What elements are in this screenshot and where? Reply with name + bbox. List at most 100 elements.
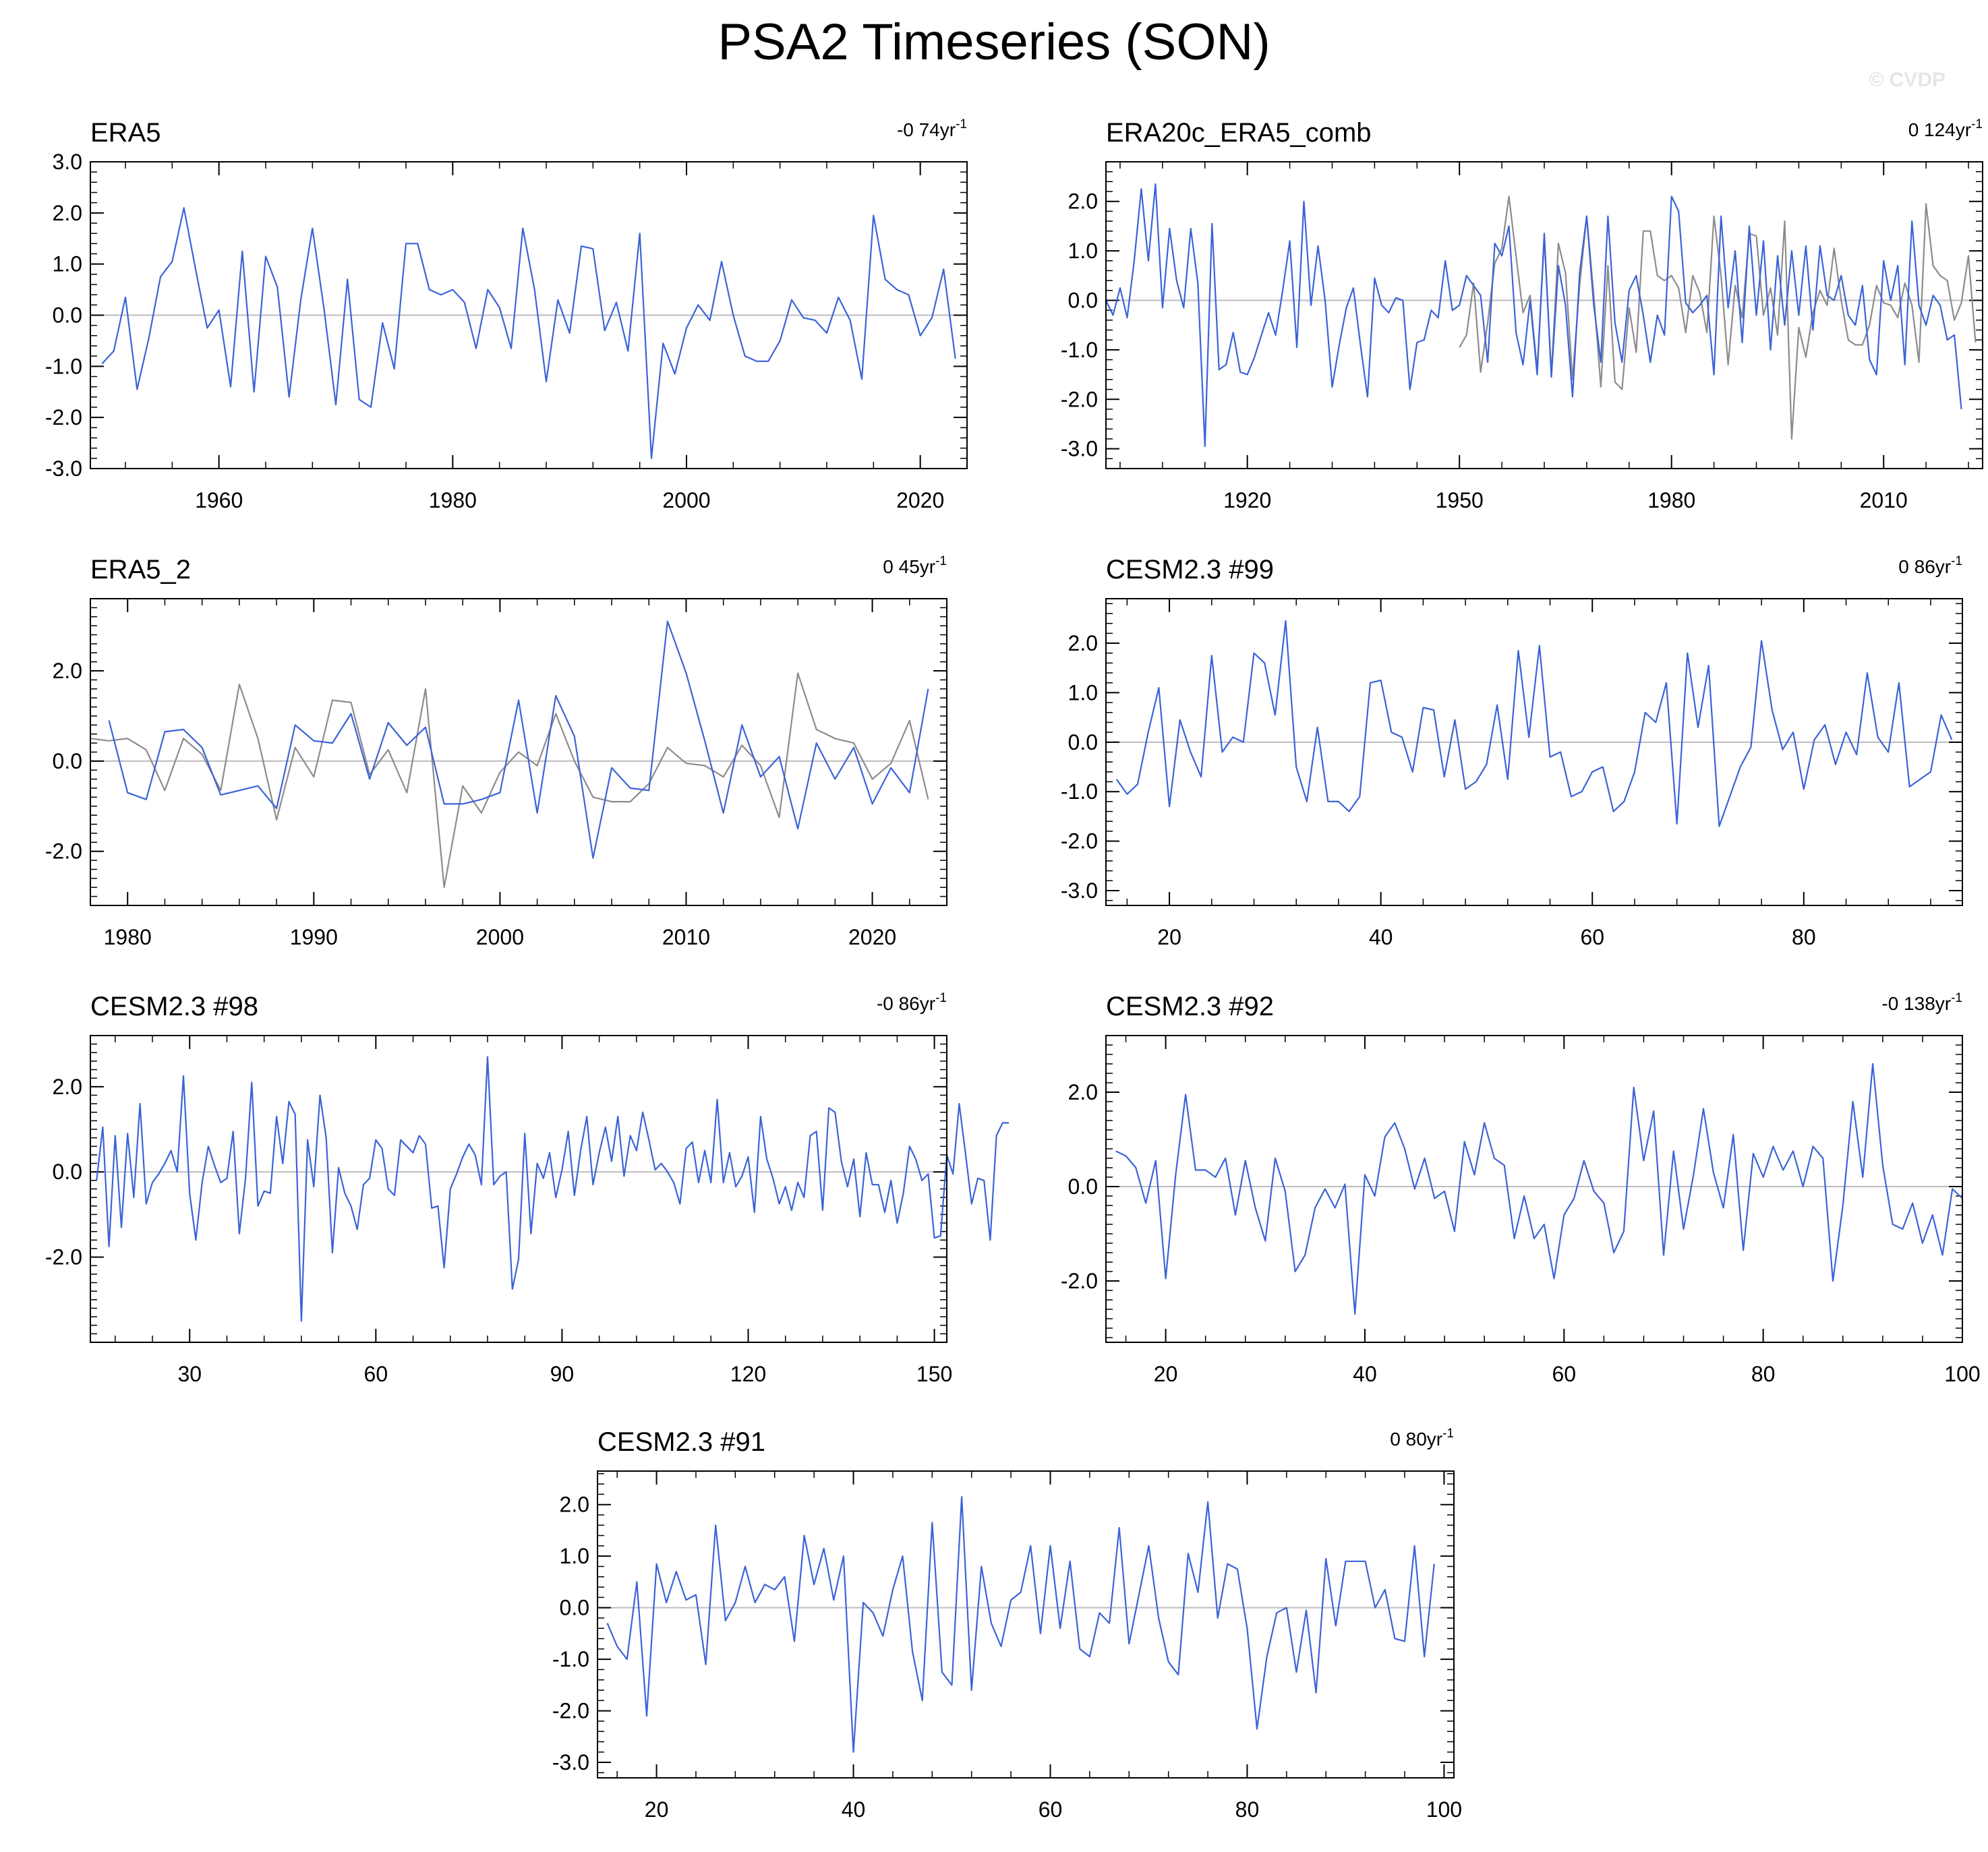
y-tick-label: 2.0 — [53, 201, 82, 225]
x-tick-label: 40 — [1353, 1362, 1377, 1386]
x-tick-label: 20 — [1157, 925, 1181, 949]
x-tick-label: 1980 — [429, 488, 477, 512]
y-tick-label: -1.0 — [1061, 779, 1098, 804]
trend-label: 0 124yr-1 — [1908, 117, 1983, 140]
series-line-primary — [101, 207, 956, 459]
y-tick-label: 1.0 — [53, 252, 82, 276]
y-tick-label: -3.0 — [552, 1750, 589, 1774]
x-tick-label: 80 — [1792, 925, 1816, 949]
x-tick-label: 30 — [177, 1362, 202, 1386]
y-tick-label: 1.0 — [560, 1544, 589, 1568]
plot-frame — [90, 598, 947, 906]
y-tick-label: 0.0 — [560, 1596, 589, 1620]
trend-label: 0 45yr-1 — [883, 554, 947, 577]
series-line-primary — [1115, 620, 1953, 827]
panel-title: ERA20c_ERA5_comb — [1106, 118, 1372, 148]
x-tick-label: 40 — [842, 1797, 866, 1822]
y-tick-label: 0.0 — [1068, 1174, 1098, 1199]
y-tick-label: 2.0 — [1068, 1080, 1098, 1104]
trend-label: 0 80yr-1 — [1390, 1427, 1454, 1450]
x-tick-label: 2000 — [476, 925, 524, 949]
y-tick-label: 1.0 — [1068, 680, 1098, 705]
y-tick-label: 2.0 — [53, 659, 82, 683]
y-tick-label: 2.0 — [1068, 631, 1098, 655]
y-tick-label: 2.0 — [53, 1075, 82, 1099]
x-tick-label: 120 — [730, 1362, 766, 1386]
x-tick-label: 2000 — [662, 488, 710, 512]
trend-label: -0 138yr-1 — [1881, 991, 1962, 1014]
trend-label: -0 86yr-1 — [877, 991, 947, 1014]
series-line-secondary — [1459, 196, 1977, 440]
panel-2: ERA20c_ERA5_comb 0 124yr-1 -3.0 -2.0 -1.0 0.0… — [1061, 117, 1983, 512]
x-tick-label: 1990 — [290, 925, 338, 949]
y-tick-label: -3.0 — [45, 456, 82, 481]
x-tick-label: 1950 — [1436, 488, 1484, 512]
x-tick-label: 1980 — [104, 925, 152, 949]
panel-3: ERA5_2 0 45yr-1 -2.0 0.0 2.0 1980 1990 2000 2010… — [45, 554, 947, 949]
panel-4: CESM2.3 #99 0 86yr-1 -3.0 -2.0 -1.0 0.0 1.0 2.0… — [1061, 554, 1963, 949]
x-tick-label: 2010 — [662, 925, 710, 949]
panel-title: CESM2.3 #98 — [90, 992, 258, 1021]
x-tick-label: 100 — [1426, 1797, 1462, 1822]
plot-frame — [90, 161, 968, 469]
y-tick-label: -3.0 — [1061, 878, 1098, 903]
x-tick-label: 60 — [364, 1362, 388, 1386]
panel-6: CESM2.3 #92 -0 138yr-1 -2.0 0.0 2.0 20 40 60 80 1… — [1061, 991, 1981, 1386]
y-tick-label: 0.0 — [53, 1160, 82, 1184]
y-tick-label: -1.0 — [552, 1647, 589, 1671]
x-tick-label: 1920 — [1223, 488, 1271, 512]
panel-title: CESM2.3 #92 — [1106, 992, 1274, 1021]
y-tick-label: -2.0 — [45, 1245, 82, 1269]
series-line-primary — [606, 1496, 1435, 1753]
panel-1: ERA5 -0 74yr-1 -3.0 -2.0 -1.0 0.0 1.0 2.0 3.0 196… — [45, 117, 968, 512]
x-tick-label: 150 — [916, 1362, 952, 1386]
y-tick-label: -2.0 — [1061, 1269, 1098, 1293]
trend-label: -0 74yr-1 — [897, 117, 967, 140]
panel-title: CESM2.3 #99 — [1106, 555, 1274, 585]
y-tick-label: -2.0 — [45, 839, 82, 864]
series-line-primary — [1105, 183, 1962, 448]
plot-frame — [1105, 161, 1983, 469]
panel-title: ERA5 — [90, 118, 161, 148]
x-tick-label: 1960 — [195, 488, 243, 512]
y-tick-label: 2.0 — [1068, 189, 1098, 214]
y-tick-label: -2.0 — [1061, 829, 1098, 854]
y-tick-label: 0.0 — [1068, 730, 1098, 754]
x-tick-label: 100 — [1944, 1362, 1980, 1386]
y-tick-label: 3.0 — [53, 150, 82, 174]
y-tick-label: -2.0 — [45, 405, 82, 429]
x-tick-label: 60 — [1552, 1362, 1577, 1386]
x-tick-label: 80 — [1751, 1362, 1776, 1386]
series-line-secondary — [90, 672, 929, 889]
y-tick-label: 0.0 — [1068, 288, 1098, 312]
y-tick-label: -2.0 — [1061, 387, 1098, 411]
y-tick-label: -1.0 — [1061, 338, 1098, 362]
series-line-primary — [108, 620, 929, 859]
plot-frame — [1105, 1035, 1963, 1343]
x-tick-label: 2010 — [1860, 488, 1908, 512]
x-tick-label: 80 — [1235, 1797, 1260, 1822]
panel-title: ERA5_2 — [90, 555, 191, 585]
x-tick-label: 1980 — [1647, 488, 1695, 512]
x-tick-label: 20 — [1154, 1362, 1178, 1386]
figure-title: PSA2 Timeseries (SON) — [718, 13, 1270, 71]
x-tick-label: 40 — [1369, 925, 1393, 949]
watermark: © CVDP — [1869, 69, 1946, 91]
y-tick-label: -1.0 — [45, 354, 82, 378]
series-line-primary — [96, 1056, 1009, 1322]
y-tick-label: -3.0 — [1061, 437, 1098, 461]
trend-label: 0 86yr-1 — [1898, 554, 1962, 577]
y-tick-label: 0.0 — [53, 749, 82, 773]
plot-frame — [90, 1035, 947, 1343]
x-tick-label: 60 — [1580, 925, 1604, 949]
x-tick-label: 2020 — [896, 488, 944, 512]
x-tick-label: 2020 — [848, 925, 896, 949]
y-tick-label: -2.0 — [552, 1699, 589, 1723]
x-tick-label: 90 — [550, 1362, 575, 1386]
plot-frame — [1105, 598, 1963, 906]
x-tick-label: 60 — [1039, 1797, 1063, 1822]
y-tick-label: 2.0 — [560, 1493, 589, 1517]
y-tick-label: 1.0 — [1068, 239, 1098, 263]
plot-frame — [597, 1470, 1455, 1779]
